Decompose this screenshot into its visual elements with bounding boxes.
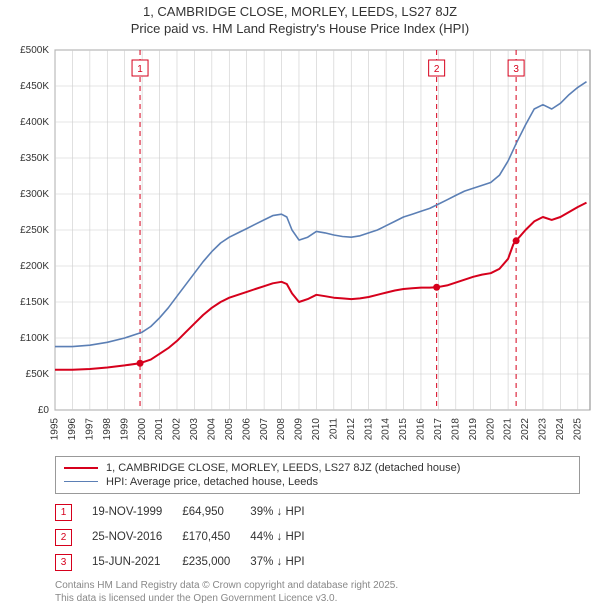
svg-text:1997: 1997 — [84, 417, 95, 440]
svg-text:2015: 2015 — [398, 417, 409, 440]
marker-price: £235,000 — [182, 550, 250, 575]
marker-row: 2 25-NOV-2016£170,45044% ↓ HPI — [55, 525, 325, 550]
svg-text:2021: 2021 — [503, 417, 514, 440]
svg-text:1995: 1995 — [50, 417, 61, 440]
marker-date: 15-JUN-2021 — [92, 550, 182, 575]
svg-text:3: 3 — [513, 64, 519, 75]
marker-price: £170,450 — [182, 525, 250, 550]
svg-text:2012: 2012 — [346, 417, 357, 440]
svg-text:2003: 2003 — [189, 417, 200, 440]
svg-text:£0: £0 — [38, 405, 50, 416]
svg-text:£450K: £450K — [20, 81, 49, 92]
svg-text:2010: 2010 — [311, 417, 322, 440]
svg-text:£400K: £400K — [20, 117, 49, 128]
legend-label: 1, CAMBRIDGE CLOSE, MORLEY, LEEDS, LS27 … — [106, 462, 460, 474]
svg-text:2023: 2023 — [538, 417, 549, 440]
svg-text:£100K: £100K — [20, 333, 49, 344]
svg-text:2013: 2013 — [363, 417, 374, 440]
svg-text:£300K: £300K — [20, 189, 49, 200]
svg-text:2016: 2016 — [416, 417, 427, 440]
marker-date: 19-NOV-1999 — [92, 500, 182, 525]
svg-text:1996: 1996 — [67, 417, 78, 440]
svg-text:2020: 2020 — [485, 417, 496, 440]
svg-text:2017: 2017 — [433, 417, 444, 440]
svg-text:1998: 1998 — [102, 417, 113, 440]
title-line1: 1, CAMBRIDGE CLOSE, MORLEY, LEEDS, LS27 … — [0, 4, 600, 21]
svg-text:2009: 2009 — [294, 417, 305, 440]
legend-swatch — [64, 467, 98, 469]
marker-delta: 39% ↓ HPI — [250, 500, 324, 525]
svg-text:2018: 2018 — [450, 417, 461, 440]
svg-text:2019: 2019 — [468, 417, 479, 440]
svg-text:£50K: £50K — [26, 369, 50, 380]
footer-text: Contains HM Land Registry data © Crown c… — [55, 579, 580, 605]
svg-text:£500K: £500K — [20, 45, 49, 56]
footer-line2: This data is licensed under the Open Gov… — [55, 592, 580, 605]
marker-badge: 3 — [55, 554, 72, 571]
svg-text:1: 1 — [137, 64, 143, 75]
marker-table: 1 19-NOV-1999£64,95039% ↓ HPI 2 25-NOV-2016… — [55, 500, 325, 575]
svg-text:2004: 2004 — [206, 417, 217, 440]
marker-date: 25-NOV-2016 — [92, 525, 182, 550]
svg-text:2001: 2001 — [154, 417, 165, 440]
marker-row: 1 19-NOV-1999£64,95039% ↓ HPI — [55, 500, 325, 525]
svg-text:2024: 2024 — [555, 417, 566, 440]
svg-text:2002: 2002 — [172, 417, 183, 440]
svg-text:2: 2 — [434, 64, 440, 75]
svg-text:£250K: £250K — [20, 225, 49, 236]
legend-item: HPI: Average price, detached house, Leed… — [64, 475, 571, 489]
svg-text:2025: 2025 — [572, 417, 583, 440]
svg-text:£350K: £350K — [20, 153, 49, 164]
svg-text:2008: 2008 — [276, 417, 287, 440]
chart-svg: £0 £50K £100K £150K £200K £250K £300K £350K £400… — [0, 40, 600, 450]
legend-label: HPI: Average price, detached house, Leed… — [106, 476, 318, 488]
marker-price: £64,950 — [182, 500, 250, 525]
legend-item: 1, CAMBRIDGE CLOSE, MORLEY, LEEDS, LS27 … — [64, 461, 571, 475]
svg-text:£150K: £150K — [20, 297, 49, 308]
marker-delta: 37% ↓ HPI — [250, 550, 324, 575]
svg-text:2011: 2011 — [328, 417, 339, 439]
marker-badge: 1 — [55, 504, 72, 521]
svg-text:2006: 2006 — [241, 417, 252, 440]
svg-text:1999: 1999 — [119, 417, 130, 440]
svg-text:2000: 2000 — [137, 417, 148, 440]
svg-text:2005: 2005 — [224, 417, 235, 440]
marker-delta: 44% ↓ HPI — [250, 525, 324, 550]
svg-text:2022: 2022 — [520, 417, 531, 440]
chart-area: £0 £50K £100K £150K £200K £250K £300K £350K £400… — [0, 40, 600, 450]
marker-row: 3 15-JUN-2021£235,00037% ↓ HPI — [55, 550, 325, 575]
legend: 1, CAMBRIDGE CLOSE, MORLEY, LEEDS, LS27 … — [55, 456, 580, 494]
chart-title: 1, CAMBRIDGE CLOSE, MORLEY, LEEDS, LS27 … — [0, 0, 600, 40]
legend-swatch — [64, 481, 98, 482]
svg-text:2014: 2014 — [381, 417, 392, 440]
title-line2: Price paid vs. HM Land Registry's House … — [0, 21, 600, 38]
svg-text:2007: 2007 — [259, 417, 270, 440]
marker-badge: 2 — [55, 529, 72, 546]
svg-text:£200K: £200K — [20, 261, 49, 272]
